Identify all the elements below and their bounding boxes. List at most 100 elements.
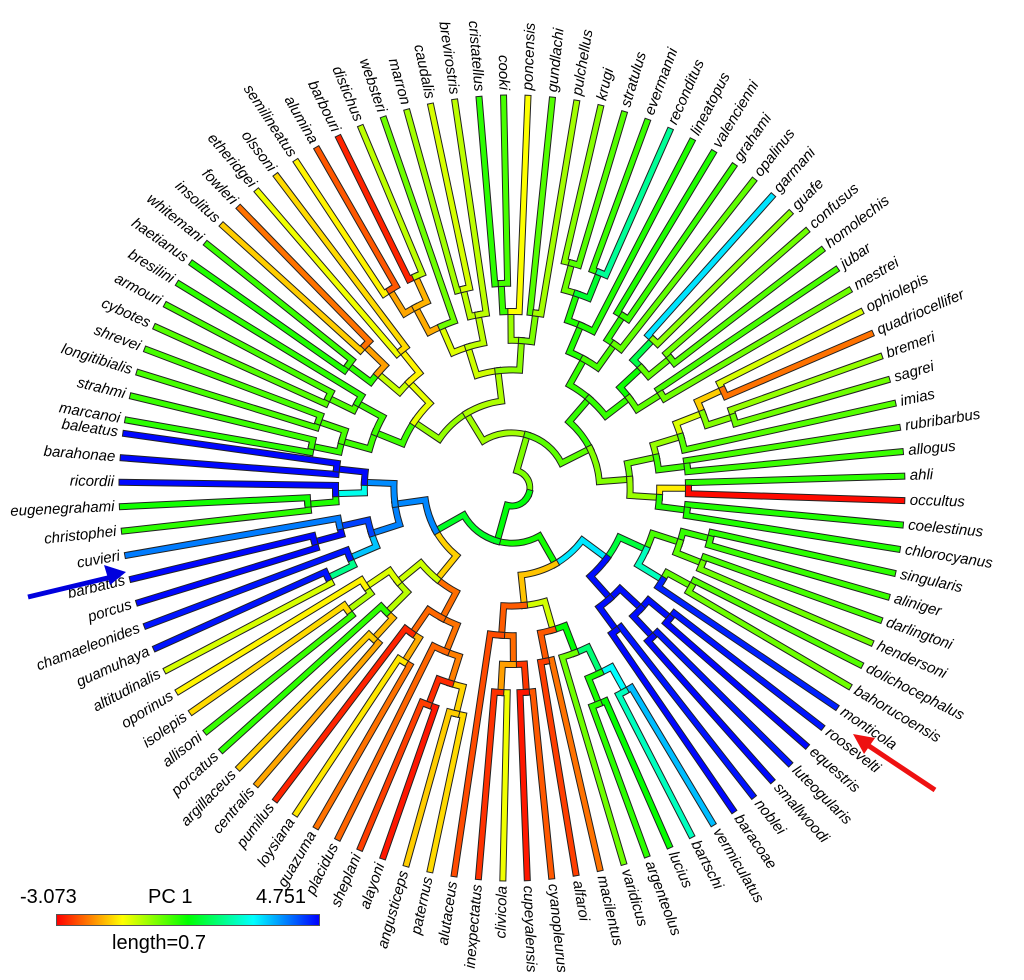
tip-branch bbox=[451, 631, 505, 877]
internal-branch bbox=[580, 340, 618, 372]
tip-branch bbox=[666, 246, 825, 367]
arrows bbox=[27, 565, 937, 793]
tip-branch bbox=[292, 655, 408, 817]
internal-branch bbox=[353, 399, 387, 436]
tip-label: inexpectatus bbox=[462, 883, 486, 969]
internal-branch bbox=[585, 394, 633, 420]
tip-branch bbox=[619, 163, 737, 323]
tip-branch bbox=[683, 507, 901, 552]
tip-branch bbox=[124, 515, 343, 558]
legend-length-scale: length=0.7 bbox=[112, 932, 206, 954]
internal-branch bbox=[432, 511, 501, 545]
internal-branch bbox=[361, 479, 398, 508]
legend-title: PC 1 bbox=[148, 886, 193, 908]
tip-label: imias bbox=[899, 385, 937, 409]
tip-label: caudalis bbox=[410, 43, 438, 101]
tip-label: brevirostris bbox=[435, 20, 463, 96]
tip-branch bbox=[649, 210, 793, 348]
internal-branch bbox=[494, 489, 533, 545]
legend-min-value: -3.073 bbox=[20, 886, 77, 908]
tip-branch bbox=[615, 687, 695, 838]
tip-label: strahmi bbox=[75, 374, 127, 402]
internal-branch bbox=[595, 594, 620, 634]
tip-branch bbox=[273, 173, 410, 355]
tip-branch bbox=[358, 125, 426, 280]
internal-branch bbox=[672, 539, 706, 567]
tip-branch bbox=[730, 377, 890, 427]
tip-label: cristatellus bbox=[465, 20, 488, 93]
tip-label: coelestinus bbox=[907, 517, 984, 541]
tip-label: aliniger bbox=[892, 590, 944, 620]
tip-branch bbox=[610, 177, 757, 353]
internal-branch bbox=[551, 536, 611, 568]
tip-branch bbox=[577, 138, 695, 335]
tip-label: allogus bbox=[907, 438, 956, 459]
tip-branch bbox=[357, 699, 432, 851]
internal-branch bbox=[537, 626, 557, 665]
internal-branch bbox=[573, 269, 603, 302]
internal-branch bbox=[392, 497, 440, 535]
internal-branch bbox=[637, 354, 674, 380]
tip-branch bbox=[272, 625, 416, 803]
tip-branch bbox=[219, 602, 391, 754]
tip-branch bbox=[129, 393, 316, 450]
tip-label: clivicola bbox=[492, 886, 510, 939]
tip-label: cupeyalensis bbox=[520, 885, 540, 973]
internal-branch bbox=[315, 418, 349, 445]
tip-label: poncensis bbox=[519, 22, 539, 92]
red-arrow-head bbox=[853, 734, 875, 754]
tip-label: gundlachi bbox=[544, 27, 568, 93]
tip-branch bbox=[175, 576, 370, 695]
internal-branch bbox=[694, 386, 727, 417]
tip-branch bbox=[152, 568, 332, 652]
tip-label: occultus bbox=[910, 492, 966, 511]
internal-branch bbox=[333, 466, 368, 486]
internal-branch bbox=[616, 364, 645, 402]
internal-branch bbox=[586, 445, 633, 485]
tip-branch bbox=[508, 95, 531, 315]
internal-branch bbox=[464, 311, 487, 351]
tip-label: paternus bbox=[407, 875, 436, 937]
internal-branch bbox=[336, 517, 375, 537]
tip-branch bbox=[719, 330, 874, 400]
tip-label: sagrei bbox=[892, 358, 937, 386]
tip-label: alfaroi bbox=[569, 879, 593, 923]
internal-branch bbox=[394, 559, 441, 586]
tip-label: singularis bbox=[899, 566, 965, 597]
tree-branches bbox=[118, 94, 906, 882]
tip-branch bbox=[188, 601, 352, 715]
tip-branch bbox=[314, 146, 400, 294]
tip-label: cyanopleurus bbox=[544, 883, 570, 974]
internal-branch bbox=[653, 454, 690, 473]
red-arrow bbox=[858, 737, 937, 793]
tip-branch bbox=[662, 614, 809, 749]
tip-branch bbox=[498, 95, 511, 287]
tip-label: macilentus bbox=[594, 874, 627, 948]
tip-branch bbox=[654, 576, 839, 710]
internal-branch bbox=[462, 409, 531, 445]
internal-branch bbox=[412, 303, 445, 336]
tip-branch bbox=[696, 559, 874, 646]
internal-branch bbox=[333, 479, 367, 497]
tip-branch bbox=[236, 631, 378, 771]
tip-branch bbox=[119, 495, 311, 510]
tip-label: alayoni bbox=[357, 860, 389, 911]
tip-branch bbox=[677, 400, 896, 453]
internal-branch bbox=[361, 342, 389, 378]
tip-label: lucius bbox=[665, 849, 696, 891]
tip-branch bbox=[644, 633, 775, 784]
tip-branch bbox=[175, 280, 365, 407]
tip-label: ahli bbox=[910, 466, 935, 484]
internal-branch bbox=[405, 378, 434, 426]
internal-branch bbox=[462, 367, 505, 417]
tip-branch bbox=[475, 689, 504, 880]
internal-branch bbox=[572, 643, 604, 677]
tip-branch bbox=[705, 535, 890, 600]
internal-branch bbox=[634, 546, 667, 584]
tip-branch bbox=[236, 204, 373, 350]
tip-branch bbox=[685, 485, 905, 504]
tip-branch bbox=[657, 287, 852, 403]
tip-branch bbox=[122, 430, 341, 472]
tip-branch bbox=[428, 103, 473, 293]
tip-label: alutaceus bbox=[435, 880, 461, 947]
